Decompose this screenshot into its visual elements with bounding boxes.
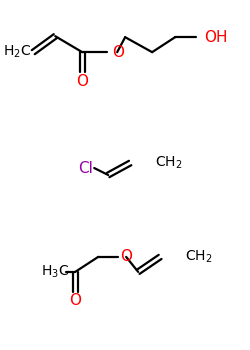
- Text: Cl: Cl: [78, 161, 93, 175]
- Text: O: O: [76, 74, 88, 89]
- Text: CH$_2$: CH$_2$: [155, 155, 182, 171]
- Text: O: O: [69, 293, 81, 308]
- Text: CH$_2$: CH$_2$: [185, 249, 212, 265]
- Text: O: O: [120, 250, 132, 264]
- Text: O: O: [112, 45, 124, 60]
- Text: H$_3$C: H$_3$C: [41, 264, 69, 280]
- Text: OH: OH: [204, 30, 228, 45]
- Text: H$_2$C: H$_2$C: [3, 44, 31, 60]
